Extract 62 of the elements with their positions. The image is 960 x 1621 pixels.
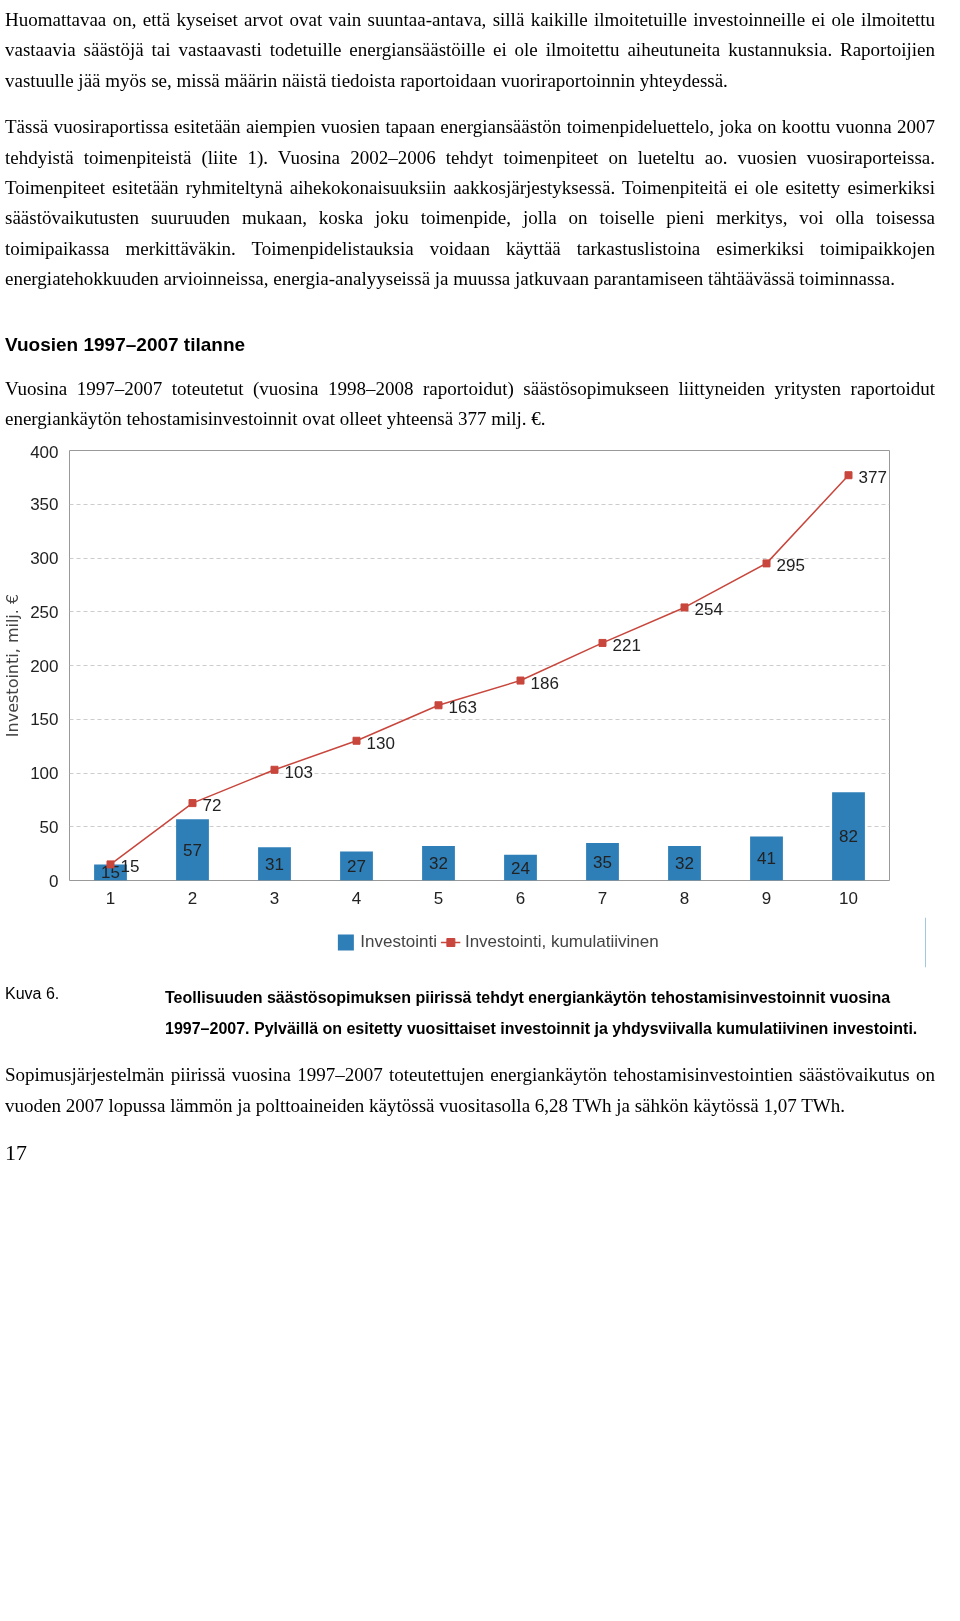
bar <box>832 792 865 881</box>
x-tick-label: 10 <box>839 888 858 908</box>
chart-title: Vuosien 1997–2007 tilanne <box>5 332 246 357</box>
x-tick-label: 2 <box>187 888 198 908</box>
x-tick-label: 7 <box>597 888 608 908</box>
legend-label: Investointi <box>360 932 437 953</box>
x-tick-label: 8 <box>679 888 690 908</box>
y-tick-label: 150 <box>30 710 59 730</box>
y-tick-label: 350 <box>30 495 59 515</box>
x-tick-label: 3 <box>269 888 280 908</box>
y-tick-label: 100 <box>30 764 59 784</box>
y-tick-label: 300 <box>30 549 59 569</box>
text: Teollisuuden säästösopimuksen piirissä tehdyt energiankäytön tehostamisinvestoinnit vuosina 1997–2007. Pylväillä on esitetty vuosittaiset investoinnit ja yhdysviivalla kumulatiivinen investointi. <box>165 988 919 1039</box>
data-label: 15 <box>120 857 140 877</box>
text: Sopimusjärjestelmän piirissä vuosina 1997–2007 toteutettujen energiankäytön tehostamisinvestointien säästövaikutus on vuoden 2007 lopussa lämmön ja polttoaineiden käytössä vuositasolla 6,28 TWh ja sähkön käytössä 1,07 TWh. <box>5 1063 935 1118</box>
point <box>352 737 361 746</box>
data-label: 32 <box>675 854 694 874</box>
y-tick-label: 400 <box>30 442 59 462</box>
text: Tässä vuosiraportissa esitetään aiempien vuosien tapaan energiansäästön toimenpideluettelo, joka on koottu vuonna 2007 tehdyistä toimenpiteistä (liite 1). Vuosina 2002–2006 tehdyt toimenpiteet on lueteltu ao. vuosien vuosiraporteissa. Toimenpiteet esitetään ryhmiteltynä aihekokonaisuuksiin aakkosjärjestyksessä. Toimenpiteitä ei ole esitetty esimerkiksi säästövaikutusten suuruuden mukaan, koska joku toimenpide, jolla on toiselle pieni merkitys, voi olla toisessa toimipaikassa merkittäväkin. Toimenpidelistauksia voidaan käyttää tarkastuslistoina esimerkiksi toimipaikkojen energiatehokkuuden arvioinneissa, energia-analyyseissä ja muussa jatkuvaan parantamiseen tähtäävässä toiminnassa. <box>5 115 935 292</box>
data-label: 186 <box>530 673 559 693</box>
data-label: 163 <box>448 698 477 718</box>
point <box>762 559 771 568</box>
bar <box>750 836 783 881</box>
data-label: 24 <box>511 859 530 879</box>
data-label: 15 <box>101 863 120 883</box>
x-tick-label: 6 <box>515 888 526 908</box>
data-label: 57 <box>183 841 202 861</box>
x-tick-label: 4 <box>351 888 362 908</box>
data-label: 82 <box>839 827 858 847</box>
point <box>598 639 607 648</box>
y-tick-label: 250 <box>30 603 59 623</box>
text: Huomattavaa on, että kyseiset arvot ovat vain suuntaa-antava, sillä kaikille ilmoitetuille investoinneille ei ole ilmoitettu vastaavia säästöjä tai vastaavasti todetuille energiansäästöille ei ole ilmoitettu aiheutuneita kustannuksia. Raportoijien vastuulle jää myös se, missä määrin näistä tiedoista raportoidaan vuoriraportoinnin yhteydessä. <box>5 8 935 93</box>
y-tick-label: 200 <box>30 656 59 676</box>
x-tick-label: 9 <box>761 888 772 908</box>
point <box>680 603 689 612</box>
point <box>434 701 443 710</box>
data-label: 295 <box>776 556 805 576</box>
data-label: 27 <box>347 857 366 877</box>
data-label: 41 <box>757 849 776 869</box>
y-tick-label: 0 <box>49 871 59 891</box>
chart-subtitle: Vuosina 1997–2007 toteutetut (vuosina 1998–2008 raportoidut) säästösopimukseen liittyneiden yritysten raportoidut energiankäytön tehostamisinvestoinnit ovat olleet yhteensä 377 milj. €. <box>5 376 935 432</box>
y-tick-label: 50 <box>39 818 59 838</box>
point <box>188 799 197 808</box>
bar <box>176 819 209 881</box>
x-tick-label: 1 <box>105 888 116 908</box>
data-label: 103 <box>284 763 313 783</box>
data-label: 377 <box>858 468 887 488</box>
text: Kuva 6. <box>5 984 60 1005</box>
point <box>270 766 279 775</box>
data-label: 221 <box>612 636 641 656</box>
text: 17 <box>5 1139 27 1167</box>
x-tick-label: 5 <box>433 888 444 908</box>
point <box>844 471 853 480</box>
legend-label: Investointi, kumulatiivinen <box>464 932 659 953</box>
data-label: 130 <box>366 734 395 754</box>
data-label: 32 <box>429 854 448 874</box>
point <box>516 676 525 685</box>
data-label: 31 <box>265 855 284 875</box>
data-label: 254 <box>694 600 723 620</box>
data-label: 72 <box>202 796 222 816</box>
y-axis-title: Investointi, milj. € <box>3 594 23 738</box>
data-label: 35 <box>593 853 612 873</box>
